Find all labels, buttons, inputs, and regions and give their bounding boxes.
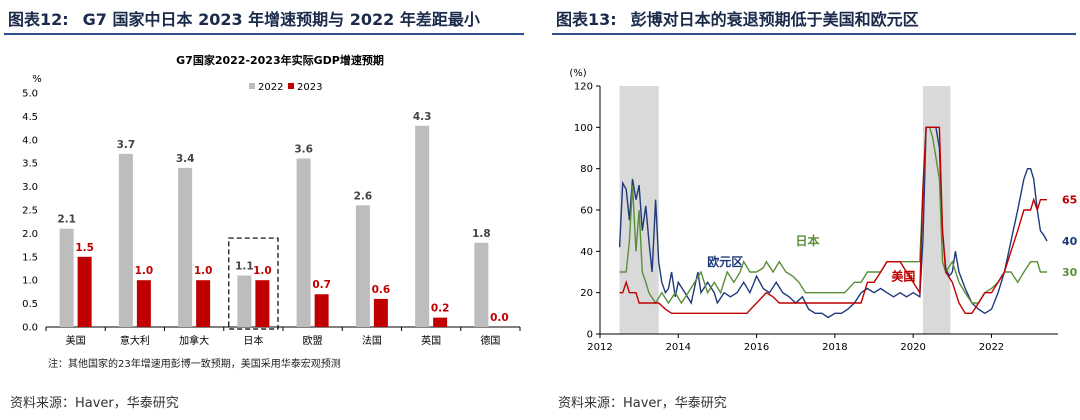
- series-label-日本: 日本: [795, 233, 819, 248]
- series-line-美国: [619, 126, 1047, 314]
- bar-y-tick-label: 4.5: [22, 112, 38, 123]
- right-title-rule: [552, 33, 1076, 35]
- right-panel: 图表13: 彭博对日本的衰退预期低于美国和欧元区 (%) 0 20 40 60 80 100…: [548, 0, 1080, 420]
- bar-2023: [196, 280, 211, 327]
- bar-2023: [136, 280, 151, 327]
- bar-data-label-2023: 0.2: [431, 303, 450, 315]
- bar-data-label-2022: 2.1: [57, 214, 76, 226]
- bar-2022: [118, 153, 133, 327]
- bar-x-tick-label: 法国: [362, 334, 382, 347]
- bar-2022: [355, 205, 370, 327]
- bar-y-tick-label: 5.0: [22, 89, 38, 100]
- bar-data-label-2023: 1.0: [194, 265, 213, 277]
- bar-2022: [474, 242, 489, 327]
- bar-y-tick-label: 2.0: [22, 229, 38, 240]
- left-panel-title: 图表12: G7 国家中日本 2023 年增速预期与 2022 年差距最小: [8, 6, 480, 30]
- bar-2022: [178, 167, 193, 327]
- line-chart: (%) 0 20 40 60 80 100 120 2012 2014 2016 2018 2020 2…: [569, 68, 1078, 353]
- bar-legend: 2022 2023: [249, 82, 322, 93]
- bar-2022: [59, 228, 74, 327]
- right-figure-label: 图表13:: [556, 10, 617, 29]
- line-y-unit: (%): [569, 68, 586, 79]
- line-x-tick-label: 2012: [587, 342, 612, 353]
- series-end-label-美国: 65: [1062, 194, 1077, 207]
- bar-data-label-2023: 1.5: [75, 242, 94, 254]
- series-label-欧元区: 欧元区: [707, 254, 743, 269]
- bar-data-label-2022: 4.3: [413, 111, 432, 123]
- series-end-label-日本: 30: [1062, 266, 1078, 279]
- bar-chart-title: G7国家2022-2023年实际GDP增速预期: [176, 53, 384, 67]
- bar-data-label-2023: 0.0: [490, 312, 509, 324]
- left-figure-title: G7 国家中日本 2023 年增速预期与 2022 年差距最小: [82, 10, 480, 29]
- bar-data-label-2023: 1.0: [135, 265, 154, 277]
- line-y-tick-label: 20: [580, 288, 593, 299]
- bar-x-tick-label: 德国: [480, 334, 500, 347]
- bar-chart: G7国家2022-2023年实际GDP增速预期 % 2022 2023 0.0 0…: [22, 53, 521, 347]
- left-figure-label: 图表12:: [8, 10, 69, 29]
- series-end-label-欧元区: 40: [1062, 235, 1078, 248]
- bar-y-tick-label: 0.0: [22, 323, 38, 334]
- bar-2022: [237, 275, 252, 327]
- legend-label-2022: 2022: [258, 82, 283, 93]
- bar-data-label-2022: 3.6: [294, 144, 313, 156]
- left-note: 注：其他国家的23年增速用彭博一致预期，美国采用华泰宏观预测: [48, 359, 341, 370]
- bar-y-tick-label: 0.5: [22, 299, 38, 310]
- bar-2022: [296, 158, 311, 327]
- bar-2023: [77, 256, 92, 327]
- line-x-tick-label: 2018: [822, 342, 847, 353]
- line-y-tick-label: 0: [587, 330, 593, 341]
- bar-2023: [314, 294, 329, 327]
- bar-2022: [415, 125, 430, 327]
- bar-y-tick-label: 3.0: [22, 182, 38, 193]
- recession-shade: [922, 86, 951, 334]
- left-source: 资料来源：Haver，华泰研究: [10, 396, 179, 411]
- bar-data-label-2022: 3.4: [176, 153, 195, 165]
- bar-2023: [255, 280, 270, 327]
- bar-x-tick-label: 英国: [421, 334, 441, 347]
- bar-data-label-2023: 1.0: [253, 265, 272, 277]
- bar-x-tick-label: 日本: [243, 334, 263, 347]
- line-y-tick-label: 100: [574, 123, 593, 134]
- line-y-tick-label: 40: [580, 247, 593, 258]
- bar-data-label-2022: 1.8: [472, 228, 491, 240]
- bar-data-label-2023: 0.6: [372, 284, 391, 296]
- left-title-rule: [4, 33, 524, 35]
- bar-y-tick-label: 4.0: [22, 135, 38, 146]
- right-source: 资料来源：Haver，华泰研究: [558, 396, 727, 411]
- bar-x-tick-label: 意大利: [120, 334, 150, 347]
- line-x-tick-label: 2014: [666, 342, 691, 353]
- bar-y-tick-label: 1.0: [22, 276, 38, 287]
- bar-y-unit: %: [32, 74, 42, 85]
- series-line-日本: [619, 126, 1047, 305]
- highlight-box: [228, 237, 279, 330]
- right-panel-title: 图表13: 彭博对日本的衰退预期低于美国和欧元区: [556, 6, 919, 30]
- bar-x-tick-label: 美国: [66, 334, 86, 347]
- series-label-美国: 美国: [891, 268, 915, 283]
- series-line-欧元区: [618, 126, 1048, 319]
- bar-2023: [433, 317, 448, 327]
- bar-y-tick-label: 2.5: [22, 206, 38, 217]
- bar-data-label-2022: 1.1: [235, 261, 254, 273]
- line-x-tick-label: 2022: [979, 342, 1004, 353]
- legend-label-2023: 2023: [297, 82, 322, 93]
- line-y-tick-label: 60: [580, 206, 593, 217]
- bar-x-tick-label: 欧盟: [303, 335, 323, 347]
- bar-x-tick-label: 加拿大: [179, 334, 209, 347]
- line-x-tick-label: 2020: [900, 342, 925, 353]
- right-figure-title: 彭博对日本的衰退预期低于美国和欧元区: [630, 10, 919, 29]
- line-x-tick-label: 2016: [744, 342, 769, 353]
- bar-y-tick-label: 1.5: [22, 252, 38, 263]
- legend-swatch-2022: [249, 83, 255, 89]
- bar-data-label-2022: 2.6: [354, 190, 373, 202]
- bar-y-tick-label: 3.5: [22, 159, 38, 170]
- bar-data-label-2022: 3.7: [117, 139, 136, 151]
- bar-2023: [373, 298, 388, 327]
- bar-data-label-2023: 0.7: [312, 279, 331, 291]
- left-panel: 图表12: G7 国家中日本 2023 年增速预期与 2022 年差距最小 G7国…: [0, 0, 530, 420]
- line-y-tick-label: 120: [574, 82, 593, 93]
- line-y-tick-label: 80: [580, 164, 593, 175]
- legend-swatch-2023: [288, 83, 294, 89]
